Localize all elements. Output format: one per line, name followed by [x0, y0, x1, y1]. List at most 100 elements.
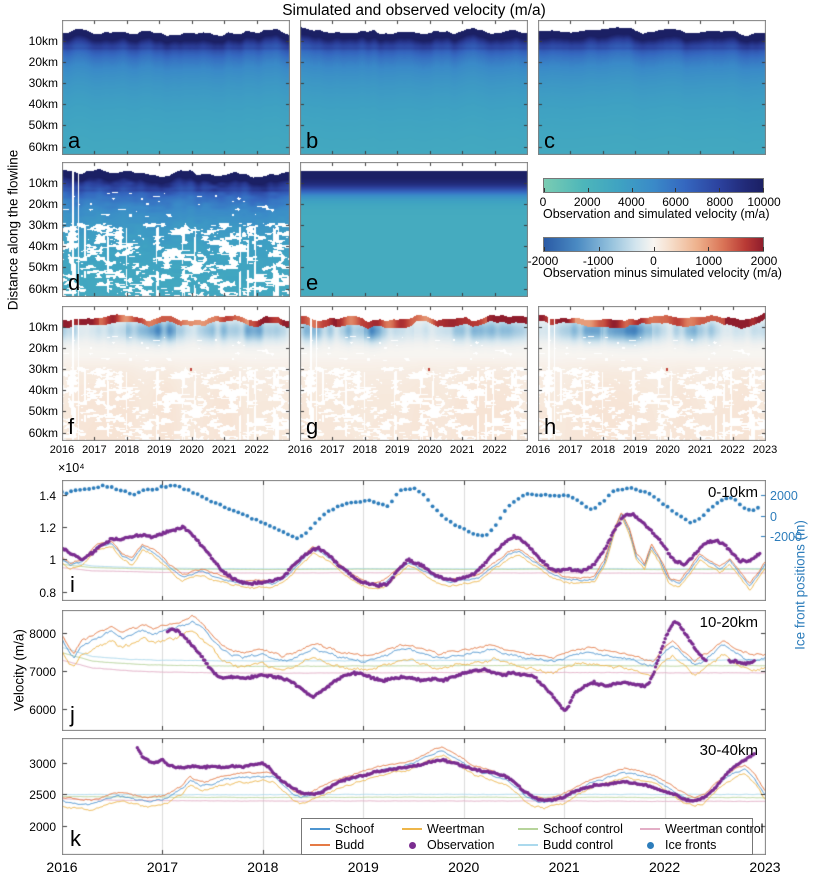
panel-letter-i: i: [70, 572, 75, 597]
panel-letter-k: k: [70, 826, 81, 851]
legend-line-swatch: [310, 844, 330, 846]
legend-line-swatch: [518, 828, 538, 830]
colorbar-tick-label: 2000: [573, 195, 601, 209]
heatmap-panel-e: [300, 162, 528, 297]
legend-label: Observation: [427, 838, 495, 852]
region-label-30-40km: 30-40km: [699, 742, 758, 759]
panel-letter-b: b: [306, 128, 319, 153]
x-tick-label-h-2020: 2020: [655, 444, 680, 456]
x-tick-label-g-2022: 2022: [482, 444, 507, 456]
colorbar-tick: [708, 247, 710, 251]
distance-tick-label: 50km: [28, 404, 58, 419]
x-tick-label-g-2020: 2020: [417, 444, 442, 456]
colorbar-tick-label: 2000: [750, 254, 778, 268]
colorbar-tick: [675, 188, 677, 192]
bottom-year-label-2020: 2020: [448, 859, 480, 875]
legend-label: Weertman: [427, 822, 485, 836]
legend-item-budd: Budd: [310, 838, 364, 852]
legend-label: Budd: [335, 838, 365, 852]
bottom-year-label-2022: 2022: [648, 859, 681, 875]
y-tick-label-i-1.2: 1.2: [39, 520, 56, 535]
distance-tick-label: 20km: [28, 197, 58, 212]
heatmap-panel-b: [300, 20, 528, 155]
legend-item-weertman: Weertman: [402, 822, 484, 836]
distance-tick-label: 10km: [28, 320, 58, 335]
colorbar-tick-label: 0: [539, 195, 547, 209]
x-tick-label-h-2016: 2016: [525, 444, 551, 456]
panel-letter-h: h: [544, 414, 557, 439]
colorbar-difference: [543, 237, 764, 252]
colorbar-tick-label: 1000: [695, 254, 723, 268]
legend-item-budd-control: Budd control: [518, 838, 613, 852]
x-tick-label-f-2021: 2021: [211, 444, 237, 456]
x-tick-label-g-2021: 2021: [449, 444, 475, 456]
distance-tick-label: 10km: [28, 176, 58, 191]
y-tick-label-k-3000: 3000: [29, 756, 56, 771]
panel-letter-g: g: [306, 414, 319, 439]
heatmap-panel-h: [538, 306, 766, 441]
region-label-10-20km: 10-20km: [699, 614, 758, 631]
heatmap-panel-g: [300, 306, 528, 441]
distance-tick-label: 30km: [28, 76, 58, 91]
distance-tick-label: 30km: [28, 362, 58, 377]
bottom-year-label-2018: 2018: [247, 859, 279, 875]
distance-tick-label: 60km: [28, 425, 58, 440]
heatmap-panel-a: [62, 20, 290, 155]
panel-letter-c: c: [544, 128, 555, 153]
y-tick-label-k-2500: 2500: [29, 787, 56, 802]
y-tick-label-j-8000: 8000: [29, 626, 56, 641]
x-tick-label-f-2018: 2018: [114, 444, 140, 456]
colorbar-tick: [719, 188, 721, 192]
distance-tick-label: 50km: [28, 118, 58, 133]
colorbar-difference-label: Observation minus simulated velocity (m/…: [543, 266, 782, 280]
colorbar-tick: [763, 247, 764, 251]
colorbar-tick: [544, 247, 545, 251]
distance-tick-label: 40km: [28, 97, 58, 112]
legend-label: Schoof: [335, 822, 374, 836]
heatmap-panel-d: [62, 162, 290, 297]
distance-tick-label: 40km: [28, 383, 58, 398]
panel-letter-j: j: [70, 702, 75, 727]
distance-tick-label: 20km: [28, 341, 58, 356]
colorbar-tick-label: 4000: [618, 195, 645, 209]
colorbar-tick-label: 0: [650, 254, 657, 268]
legend-item-schoof: Schoof: [310, 822, 374, 836]
colorbar-tick-label: -2000: [527, 254, 559, 268]
figure-title: Simulated and observed velocity (m/a): [282, 2, 546, 19]
panel-letter-f: f: [68, 414, 75, 439]
x-tick-label-g-2016: 2016: [287, 444, 313, 456]
y-exponent-label: ×10⁴: [58, 461, 85, 475]
distance-tick-label: 10km: [28, 34, 58, 49]
legend-item-observation: Observation: [402, 838, 494, 852]
y-tick-label-i-0.8: 0.8: [39, 585, 56, 600]
colorbar-tick-label: 10000: [747, 195, 781, 209]
bottom-year-label-2017: 2017: [146, 859, 178, 875]
x-tick-label-f-2017: 2017: [82, 444, 107, 456]
x-tick-label-f-2016: 2016: [49, 444, 75, 456]
legend-line-swatch: [518, 844, 538, 846]
colorbar-tick: [631, 188, 633, 192]
y-tick-label-i-1.4: 1.4: [39, 488, 56, 503]
x-tick-label-f-2019: 2019: [147, 444, 172, 456]
colorbar-tick: [653, 247, 655, 251]
legend-item-ice-fronts: Ice fronts: [640, 838, 716, 852]
colorbar-tick: [544, 188, 545, 192]
legend-line-swatch: [310, 828, 330, 830]
bottom-year-label-2016: 2016: [46, 859, 78, 875]
distance-tick-label: 40km: [28, 239, 58, 254]
x-tick-label-h-2018: 2018: [590, 444, 616, 456]
legend-dot-swatch: [408, 842, 416, 849]
timeseries-panel-i: [62, 480, 766, 601]
legend-marker: [640, 836, 660, 854]
x-tick-label-h-2019: 2019: [623, 444, 648, 456]
y-tick-label-i-1: 1: [49, 552, 56, 567]
y2-tick-label-i-2000: 2000: [770, 488, 798, 503]
legend-dot-swatch: [646, 842, 654, 849]
legend-label: Weertman control: [665, 822, 764, 836]
colorbar-tick-label: -1000: [582, 254, 614, 268]
legend-item-schoof-control: Schoof control: [518, 822, 623, 836]
legend-item-weertman-control: Weertman control: [640, 822, 763, 836]
colorbar-velocity: [543, 178, 764, 193]
x-tick-label-f-2022: 2022: [244, 444, 269, 456]
